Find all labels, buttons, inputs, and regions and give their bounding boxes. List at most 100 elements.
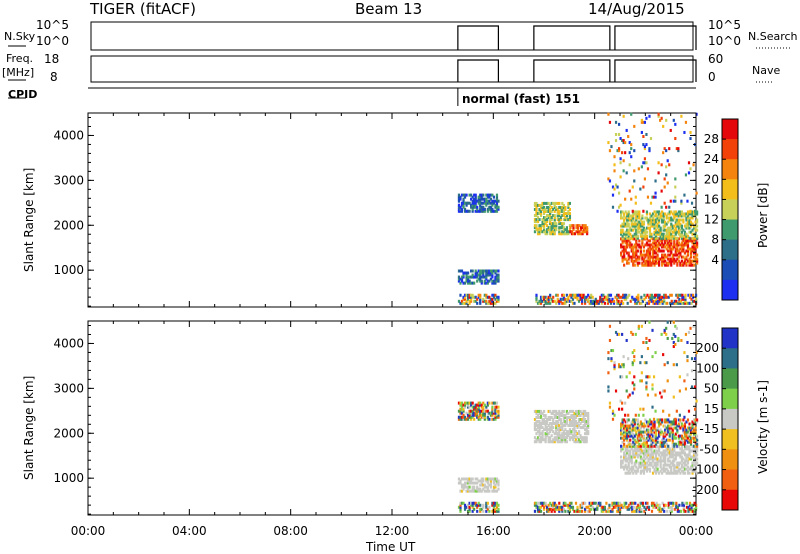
velocity-cell	[539, 424, 543, 428]
velocity-cell	[653, 505, 657, 509]
power-cell	[661, 253, 664, 257]
power-cell	[683, 232, 687, 236]
power-cell	[613, 169, 616, 173]
velocity-cell	[694, 438, 697, 442]
power-cell	[659, 230, 662, 234]
power-cell	[623, 239, 626, 243]
power-cell	[535, 220, 538, 224]
power-cell	[668, 212, 671, 216]
velocity-cell	[629, 444, 632, 448]
power-cell	[648, 255, 652, 259]
velocity-cell	[473, 481, 476, 485]
power-cell	[471, 203, 474, 207]
power-cell	[549, 295, 552, 299]
velocity-cell	[625, 389, 628, 393]
velocity-cell	[676, 424, 679, 428]
velocity-cell	[671, 422, 674, 426]
velocity-cell	[473, 411, 476, 415]
velocity-cell	[627, 471, 630, 475]
power-cell	[670, 259, 673, 263]
power-cell	[486, 269, 489, 273]
velocity-cell	[621, 436, 624, 440]
velocity-cell	[580, 509, 584, 513]
velocity-cell	[579, 505, 582, 509]
power-cell	[582, 293, 585, 297]
power-cell	[641, 228, 644, 232]
power-cell	[648, 220, 652, 224]
velocity-cell	[646, 347, 650, 351]
power-cell	[634, 299, 637, 303]
power-cell	[550, 210, 553, 213]
velocity-cell	[462, 407, 465, 411]
velocity-cell	[494, 507, 497, 511]
velocity-cell	[567, 434, 570, 438]
power-cell	[635, 210, 638, 214]
velocity-cell	[687, 509, 690, 513]
velocity-cell	[552, 438, 555, 442]
velocity-cell	[680, 463, 683, 467]
power-cell	[497, 275, 500, 279]
power-cell	[576, 230, 580, 234]
power-cell	[635, 247, 638, 251]
power-cell	[624, 141, 627, 145]
power-cell	[679, 234, 682, 238]
velocity-cell	[536, 507, 540, 511]
power-cell	[658, 218, 661, 222]
power-cell	[640, 120, 643, 124]
power-cell	[664, 212, 667, 216]
power-cell	[689, 239, 693, 243]
velocity-cell	[647, 434, 650, 438]
power-cell	[623, 257, 626, 261]
power-cell	[541, 224, 544, 228]
velocity-cell	[618, 501, 622, 505]
power-cell	[483, 199, 486, 203]
velocity-cell	[550, 411, 553, 415]
power-cell	[476, 275, 479, 279]
power-cell	[644, 255, 647, 259]
velocity-cell	[676, 428, 679, 432]
velocity-cell	[462, 415, 465, 419]
power-cell	[663, 297, 666, 301]
power-cell	[617, 295, 620, 299]
power-cell	[653, 299, 657, 303]
power-cell	[622, 139, 625, 143]
velocity-cell	[559, 434, 562, 438]
power-cell	[632, 255, 635, 259]
power-cell	[691, 210, 694, 214]
power-cell	[651, 195, 654, 199]
power-cell	[616, 185, 619, 189]
power-cell	[673, 259, 676, 263]
velocity-cell	[568, 428, 572, 432]
power-cell	[474, 295, 477, 299]
velocity-cell	[664, 503, 667, 507]
velocity-cell	[673, 457, 676, 461]
velocity-cell	[585, 420, 588, 424]
power-cell	[662, 257, 665, 261]
velocity-cell	[662, 449, 665, 453]
velocity-cell	[457, 505, 461, 509]
power-cell	[479, 199, 482, 203]
power-cell	[654, 234, 658, 238]
power-cell	[662, 226, 665, 230]
power-cell	[651, 224, 655, 228]
velocity-cell	[561, 509, 564, 513]
velocity-cell	[669, 501, 672, 505]
velocity-cell	[629, 424, 632, 428]
power-cell	[497, 297, 500, 301]
power-cell	[581, 232, 584, 236]
power-cell	[665, 261, 668, 265]
velocity-cell	[492, 505, 496, 509]
velocity-cell	[489, 483, 492, 487]
power-cell	[640, 295, 643, 299]
velocity-cell	[555, 413, 558, 417]
power-cell	[643, 147, 647, 151]
power-cell	[679, 251, 682, 255]
velocity-cell	[585, 428, 588, 432]
power-cell	[662, 212, 665, 216]
velocity-cell	[460, 417, 464, 421]
power-cell	[539, 214, 543, 218]
power-cell	[479, 271, 482, 275]
power-cell	[600, 299, 603, 303]
velocity-cell	[482, 487, 485, 491]
power-cell	[670, 236, 673, 240]
